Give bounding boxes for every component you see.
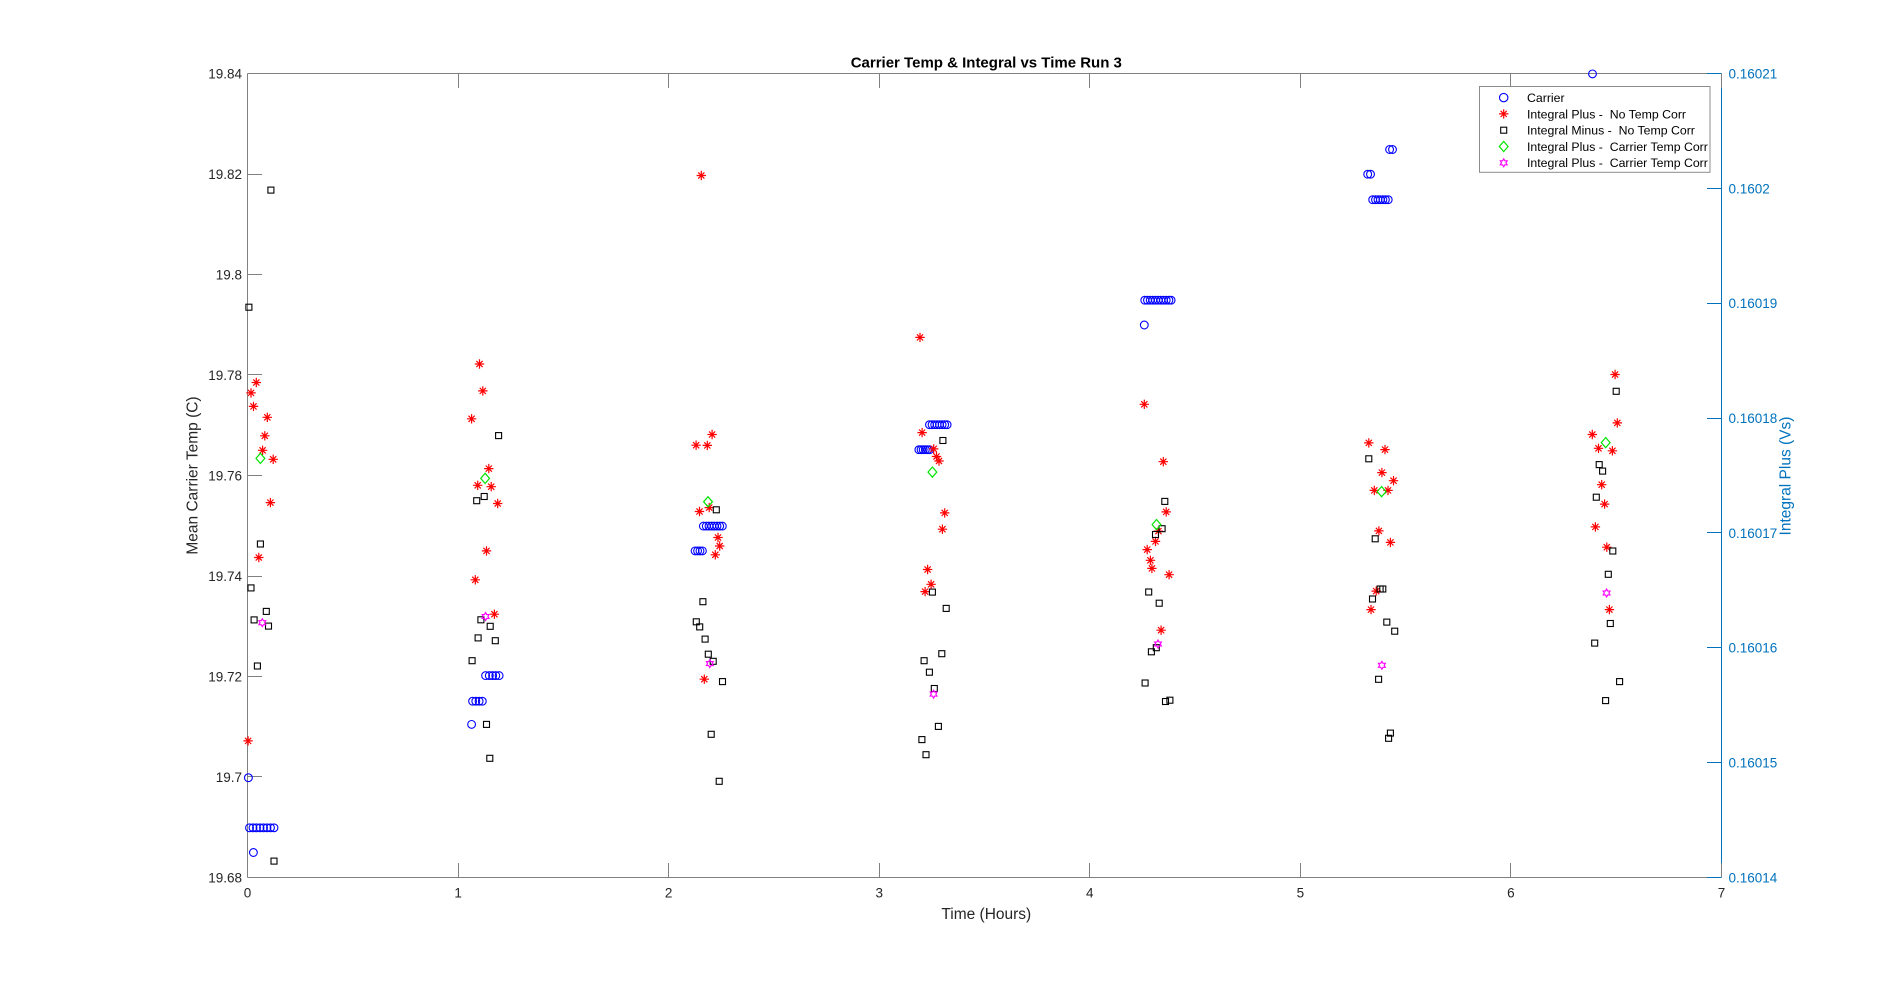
svg-text:Integral Plus - Carrier Temp: Integral Plus - Carrier Temp Corr (1527, 140, 1708, 154)
svg-text:6: 6 (1507, 885, 1515, 900)
svg-text:2: 2 (665, 885, 673, 900)
svg-text:Carrier: Carrier (1527, 91, 1565, 105)
svg-text:0.16017: 0.16017 (1729, 526, 1778, 541)
svg-text:0.1602: 0.1602 (1729, 181, 1770, 196)
svg-text:0.16016: 0.16016 (1729, 641, 1778, 656)
svg-text:Mean Carrier Temp (C): Mean Carrier Temp (C) (185, 396, 202, 554)
svg-text:0.16021: 0.16021 (1729, 66, 1778, 81)
svg-text:3: 3 (875, 885, 883, 900)
svg-text:0: 0 (244, 885, 252, 900)
svg-text:Integral Plus - Carrier Temp: Integral Plus - Carrier Temp Corr (1527, 156, 1708, 170)
svg-text:19.74: 19.74 (208, 569, 242, 584)
svg-text:Time (Hours): Time (Hours) (941, 906, 1031, 923)
svg-text:19.72: 19.72 (208, 669, 242, 684)
svg-text:19.7: 19.7 (216, 770, 242, 785)
svg-text:Carrier Temp & Integral vs Tim: Carrier Temp & Integral vs Time Run 3 (851, 55, 1122, 72)
svg-text:Integral Plus (Vs): Integral Plus (Vs) (1777, 417, 1794, 536)
svg-text:19.78: 19.78 (208, 368, 242, 383)
svg-text:Integral Plus - No Temp Corr: Integral Plus - No Temp Corr (1527, 107, 1686, 121)
svg-text:Integral Minus - No Temp Corr: Integral Minus - No Temp Corr (1527, 124, 1695, 138)
svg-text:0.16015: 0.16015 (1729, 756, 1778, 771)
svg-text:19.68: 19.68 (208, 870, 242, 885)
svg-text:4: 4 (1086, 885, 1094, 900)
svg-text:19.76: 19.76 (208, 468, 242, 483)
svg-text:19.82: 19.82 (208, 167, 242, 182)
svg-text:5: 5 (1297, 885, 1305, 900)
svg-text:19.84: 19.84 (208, 66, 242, 81)
svg-text:0.16019: 0.16019 (1729, 296, 1778, 311)
svg-text:1: 1 (454, 885, 462, 900)
svg-text:7: 7 (1718, 885, 1726, 900)
svg-text:0.16018: 0.16018 (1729, 411, 1778, 426)
svg-text:19.8: 19.8 (216, 267, 242, 282)
svg-text:0.16014: 0.16014 (1729, 870, 1778, 885)
